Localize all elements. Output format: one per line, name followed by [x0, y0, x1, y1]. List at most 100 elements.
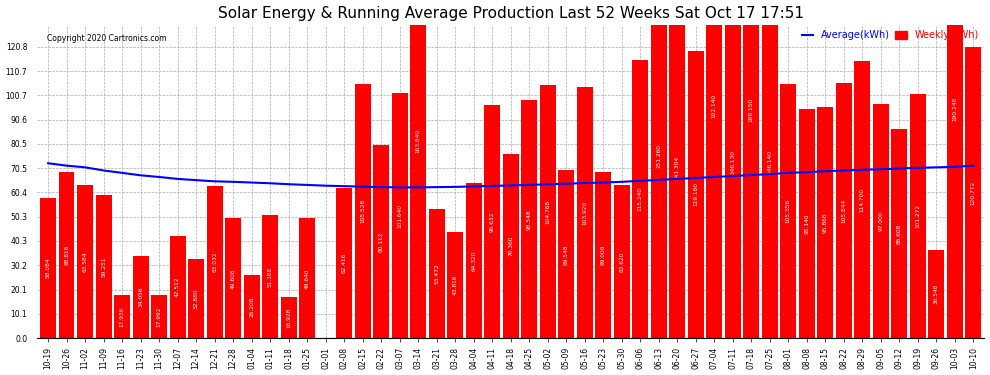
Text: 59.251: 59.251	[101, 256, 106, 277]
Text: 101.640: 101.640	[397, 204, 402, 228]
Text: 32.880: 32.880	[194, 288, 199, 309]
Bar	[540, 86, 555, 338]
Text: 17.992: 17.992	[156, 306, 161, 327]
Bar	[522, 100, 538, 338]
Text: 36.548: 36.548	[934, 284, 939, 304]
Bar	[226, 219, 241, 338]
Bar	[818, 107, 834, 338]
Bar	[392, 93, 408, 338]
Bar	[58, 172, 74, 338]
Text: 105.356: 105.356	[786, 199, 791, 223]
Text: 119.180: 119.180	[693, 182, 698, 206]
Bar	[577, 87, 593, 338]
Text: 69.008: 69.008	[601, 244, 606, 265]
Bar	[558, 170, 574, 338]
Bar	[373, 145, 389, 338]
Text: 190.248: 190.248	[952, 96, 957, 121]
Bar	[669, 0, 685, 338]
Bar	[799, 109, 815, 338]
Bar	[503, 154, 519, 338]
Bar	[614, 184, 630, 338]
Bar	[244, 275, 259, 338]
Text: 95.868: 95.868	[823, 212, 828, 233]
Text: 151.260: 151.260	[656, 144, 661, 168]
Bar	[41, 198, 56, 338]
Text: 51.168: 51.168	[267, 266, 272, 286]
Text: 42.512: 42.512	[175, 277, 180, 297]
Text: 101.272: 101.272	[916, 204, 921, 228]
Text: 163.840: 163.840	[416, 129, 421, 153]
Text: 80.112: 80.112	[379, 231, 384, 252]
Text: 16.928: 16.928	[286, 308, 291, 328]
Text: 76.360: 76.360	[508, 236, 513, 256]
Bar	[929, 250, 944, 338]
Bar	[947, 0, 962, 338]
Bar	[873, 104, 889, 338]
Bar	[207, 186, 223, 338]
Bar	[762, 0, 778, 338]
Text: 114.700: 114.700	[860, 188, 865, 212]
Bar	[354, 84, 370, 338]
Text: 115.240: 115.240	[638, 187, 643, 211]
Bar	[262, 215, 278, 338]
Text: 63.584: 63.584	[82, 251, 88, 272]
Text: 63.620: 63.620	[620, 251, 625, 272]
Bar	[96, 195, 112, 338]
Bar	[854, 62, 870, 338]
Text: 146.140: 146.140	[767, 150, 772, 174]
Text: 63.032: 63.032	[212, 252, 217, 272]
Bar	[595, 172, 611, 338]
Bar	[650, 0, 666, 338]
Bar	[466, 183, 481, 338]
Text: 26.208: 26.208	[249, 296, 254, 317]
Text: 58.084: 58.084	[46, 258, 50, 278]
Text: 120.772: 120.772	[971, 180, 976, 205]
Text: 62.416: 62.416	[342, 253, 346, 273]
Bar	[281, 297, 297, 338]
Bar	[891, 129, 907, 338]
Bar	[170, 236, 185, 338]
Bar	[688, 51, 704, 338]
Text: 98.548: 98.548	[527, 209, 532, 230]
Text: 43.816: 43.816	[452, 275, 457, 296]
Bar	[725, 0, 741, 338]
Text: 104.768: 104.768	[545, 200, 550, 224]
Bar	[77, 185, 93, 338]
Bar	[299, 218, 315, 338]
Text: 68.816: 68.816	[64, 245, 69, 265]
Text: 189.150: 189.150	[748, 98, 753, 122]
Bar	[410, 0, 426, 338]
Text: 49.640: 49.640	[305, 268, 310, 288]
Bar	[114, 295, 130, 338]
Text: 97.000: 97.000	[878, 211, 883, 231]
Bar	[337, 188, 352, 338]
Bar	[743, 0, 759, 338]
Bar	[429, 209, 445, 338]
Text: 34.056: 34.056	[139, 287, 144, 308]
Text: 17.936: 17.936	[120, 306, 125, 327]
Text: 96.632: 96.632	[490, 211, 495, 232]
Bar	[836, 83, 851, 338]
Bar	[188, 259, 204, 338]
Bar	[484, 105, 500, 338]
Bar	[151, 295, 167, 338]
Bar	[910, 94, 926, 338]
Title: Solar Energy & Running Average Production Last 52 Weeks Sat Oct 17 17:51: Solar Energy & Running Average Productio…	[218, 6, 804, 21]
Text: 146.130: 146.130	[731, 150, 736, 174]
Bar	[447, 232, 463, 338]
Legend: Average(kWh), Weekly(kWh): Average(kWh), Weekly(kWh)	[798, 27, 982, 44]
Bar	[633, 60, 648, 338]
Bar	[965, 47, 981, 338]
Text: 49.608: 49.608	[231, 268, 236, 289]
Text: 103.920: 103.920	[582, 201, 587, 225]
Text: 105.528: 105.528	[360, 199, 365, 223]
Bar	[133, 256, 148, 338]
Text: Copyright 2020 Cartronics.com: Copyright 2020 Cartronics.com	[47, 34, 166, 43]
Text: 192.140: 192.140	[712, 94, 717, 118]
Bar	[707, 0, 722, 338]
Text: 86.608: 86.608	[897, 224, 902, 244]
Bar	[780, 84, 796, 338]
Text: 95.140: 95.140	[804, 213, 809, 234]
Text: 105.844: 105.844	[842, 198, 846, 223]
Text: 53.472: 53.472	[435, 263, 440, 284]
